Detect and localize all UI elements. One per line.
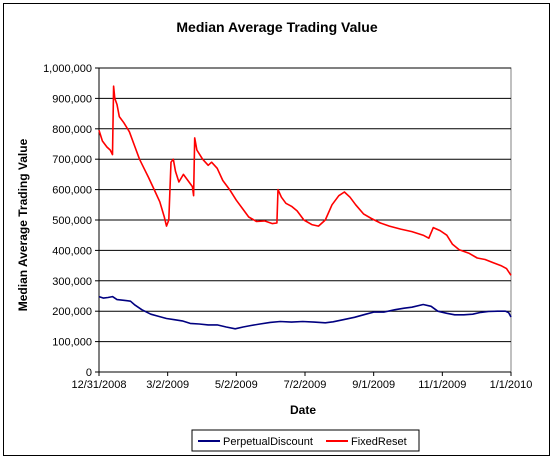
y-tick-label: 300,000: [52, 276, 92, 288]
chart-title: Median Average Trading Value: [176, 19, 377, 35]
y-tick-label: 800,000: [52, 124, 92, 136]
y-tick-label: 500,000: [52, 215, 92, 227]
x-tick-label: 7/2/2009: [284, 379, 327, 391]
series-line-fixedreset: [98, 85, 512, 276]
series-line-perpetualdiscount: [98, 295, 512, 330]
legend: PerpetualDiscount FixedReset: [191, 429, 420, 452]
x-tick-label: 12/31/2008: [71, 379, 126, 391]
gridlines: [99, 67, 511, 343]
series-lines: [98, 85, 512, 330]
axes: [95, 67, 512, 376]
x-tick-label: 5/2/2009: [215, 379, 258, 391]
x-axis-title: Date: [290, 403, 316, 417]
y-tick-label: 200,000: [52, 306, 92, 318]
tick-labels: 0 100,000 200,000 300,000 400,000 500,000 600,…: [43, 63, 532, 391]
legend-label-fixedreset: FixedReset: [351, 436, 407, 448]
x-tick-label: 9/1/2009: [352, 379, 395, 391]
y-tick-label: 600,000: [52, 185, 92, 197]
legend-box: [191, 429, 420, 452]
y-tick-label: 100,000: [52, 337, 92, 349]
y-tick-label: 1,000,000: [43, 63, 92, 75]
x-tick-label: 3/2/2009: [146, 379, 189, 391]
y-tick-label: 900,000: [52, 93, 92, 105]
y-tick-label: 0: [86, 367, 92, 379]
x-tick-label: 1/1/2010: [490, 379, 533, 391]
y-tick-label: 700,000: [52, 154, 92, 166]
legend-label-perpetualdiscount: PerpetualDiscount: [223, 436, 313, 448]
y-tick-label: 400,000: [52, 245, 92, 257]
x-tick-label: 11/1/2009: [418, 379, 466, 391]
y-axis-title: Median Average Trading Value: [16, 138, 30, 311]
